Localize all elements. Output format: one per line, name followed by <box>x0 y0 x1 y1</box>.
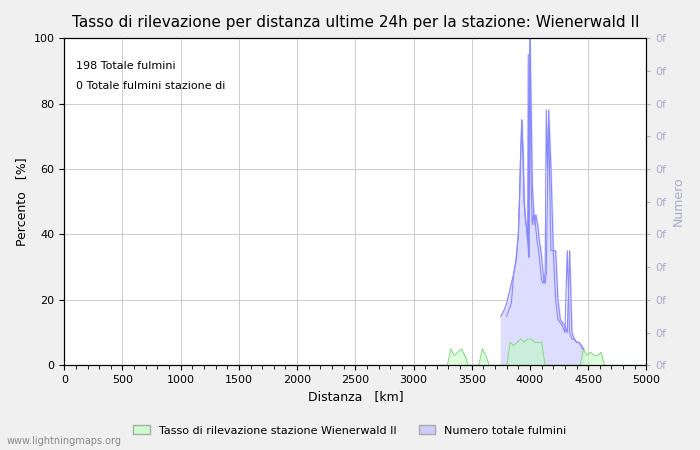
Title: Tasso di rilevazione per distanza ultime 24h per la stazione: Wienerwald II: Tasso di rilevazione per distanza ultime… <box>71 15 639 30</box>
Y-axis label: Percento   [%]: Percento [%] <box>15 158 28 246</box>
Text: www.lightningmaps.org: www.lightningmaps.org <box>7 436 122 446</box>
Text: 198 Totale fulmini: 198 Totale fulmini <box>76 61 176 71</box>
Text: 0 Totale fulmini stazione di: 0 Totale fulmini stazione di <box>76 81 225 90</box>
Legend: Tasso di rilevazione stazione Wienerwald II, Numero totale fulmini: Tasso di rilevazione stazione Wienerwald… <box>129 421 571 440</box>
X-axis label: Distanza   [km]: Distanza [km] <box>307 391 403 404</box>
Y-axis label: Numero: Numero <box>672 177 685 226</box>
